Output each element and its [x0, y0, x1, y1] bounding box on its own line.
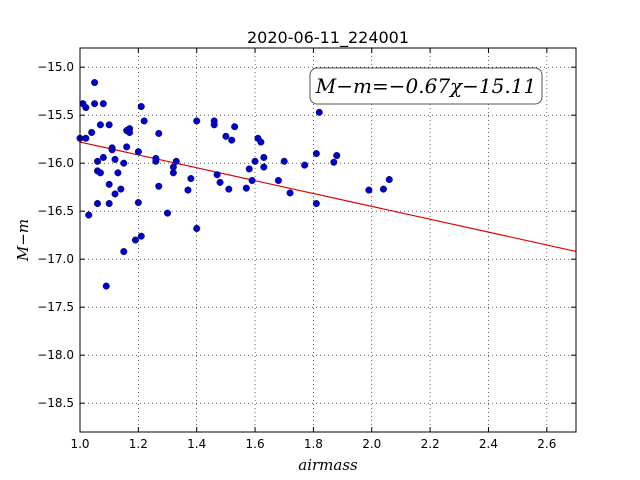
data-point — [242, 184, 250, 192]
data-point — [105, 121, 113, 129]
x-tick-label: 1.2 — [129, 437, 148, 451]
y-tick-label: −17.0 — [37, 252, 74, 266]
data-point — [301, 161, 309, 169]
data-point — [126, 128, 134, 136]
data-point — [216, 178, 224, 186]
data-point — [102, 282, 110, 290]
data-point — [111, 155, 119, 163]
data-point — [193, 224, 201, 232]
data-point — [312, 150, 320, 158]
data-point — [222, 132, 230, 140]
x-tick-label: 1.6 — [246, 437, 265, 451]
data-point — [99, 153, 107, 161]
x-axis-label: airmass — [298, 456, 358, 474]
data-point — [312, 200, 320, 208]
data-point — [123, 143, 131, 151]
data-point — [134, 199, 142, 207]
fit-equation-box: M−m=−0.67χ−15.11 — [309, 67, 543, 105]
data-point — [164, 209, 172, 217]
data-point — [134, 148, 142, 156]
chart-title: 2020-06-11_224001 — [247, 28, 409, 48]
data-point — [280, 157, 288, 165]
data-point — [91, 79, 99, 87]
data-point — [105, 180, 113, 188]
data-point — [251, 157, 259, 165]
data-point — [184, 186, 192, 194]
data-point — [260, 153, 268, 161]
x-tick-label: 1.8 — [304, 437, 323, 451]
fit-line — [79, 141, 577, 253]
grid-lines — [79, 48, 576, 432]
data-point — [248, 176, 256, 184]
data-point — [379, 185, 387, 193]
y-tick-label: −18.0 — [37, 348, 74, 362]
data-point — [155, 129, 163, 137]
y-tick-label: −16.0 — [37, 156, 74, 170]
data-point — [213, 171, 221, 179]
fit-equation-frame — [309, 67, 543, 105]
y-tick-label: −18.5 — [37, 396, 74, 410]
x-tick-label: 2.4 — [479, 437, 498, 451]
data-point — [260, 163, 268, 171]
data-point — [333, 152, 341, 160]
data-point — [137, 103, 145, 111]
data-point — [385, 176, 393, 184]
y-tick-label: −15.5 — [37, 108, 74, 122]
data-point — [231, 123, 239, 131]
axis-ticks: 1.0 1.2 1.4 1.6 1.8 2.0 2.2 2.4 2.6 −15.0 −15.5 −16… — [37, 48, 576, 451]
data-point — [91, 100, 99, 108]
data-point — [225, 185, 233, 193]
data-points — [76, 79, 393, 290]
data-point — [82, 134, 90, 142]
fit-line-group — [79, 141, 577, 253]
data-point — [114, 169, 122, 177]
data-point — [274, 176, 282, 184]
data-point — [140, 117, 148, 125]
data-point — [96, 169, 104, 177]
data-point — [96, 121, 104, 129]
data-point — [330, 158, 338, 166]
data-point — [257, 138, 265, 146]
data-point — [94, 157, 102, 165]
fit-equation: M−m=−0.67χ−15.11 — [315, 74, 536, 98]
y-tick-label: −15.0 — [37, 60, 74, 74]
x-tick-label: 2.2 — [421, 437, 440, 451]
data-point — [210, 117, 218, 125]
data-point — [111, 190, 119, 198]
data-point — [120, 248, 128, 256]
data-point — [94, 200, 102, 208]
data-point — [131, 236, 139, 244]
data-point — [99, 100, 107, 108]
data-point — [108, 146, 116, 154]
x-tick-label: 2.0 — [362, 437, 381, 451]
data-point — [117, 185, 125, 193]
data-point — [286, 189, 294, 197]
data-point — [169, 163, 177, 171]
data-point — [120, 159, 128, 167]
x-tick-label: 1.4 — [187, 437, 206, 451]
y-axis-label: M−m — [14, 219, 32, 262]
y-tick-label: −16.5 — [37, 204, 74, 218]
data-point — [155, 182, 163, 190]
data-point — [187, 175, 195, 183]
y-tick-label: −17.5 — [37, 300, 74, 314]
plot-frame — [79, 47, 577, 433]
data-point — [105, 200, 113, 208]
data-point — [82, 104, 90, 112]
data-point — [152, 154, 160, 162]
data-point — [228, 136, 236, 144]
data-point — [85, 211, 93, 219]
x-tick-label: 1.0 — [70, 437, 89, 451]
data-point — [245, 165, 253, 173]
data-point — [365, 186, 373, 194]
x-tick-label: 2.6 — [537, 437, 556, 451]
data-point — [88, 128, 96, 136]
data-point — [315, 108, 323, 116]
data-point — [172, 157, 180, 165]
data-point — [137, 232, 145, 240]
data-point — [193, 117, 201, 125]
